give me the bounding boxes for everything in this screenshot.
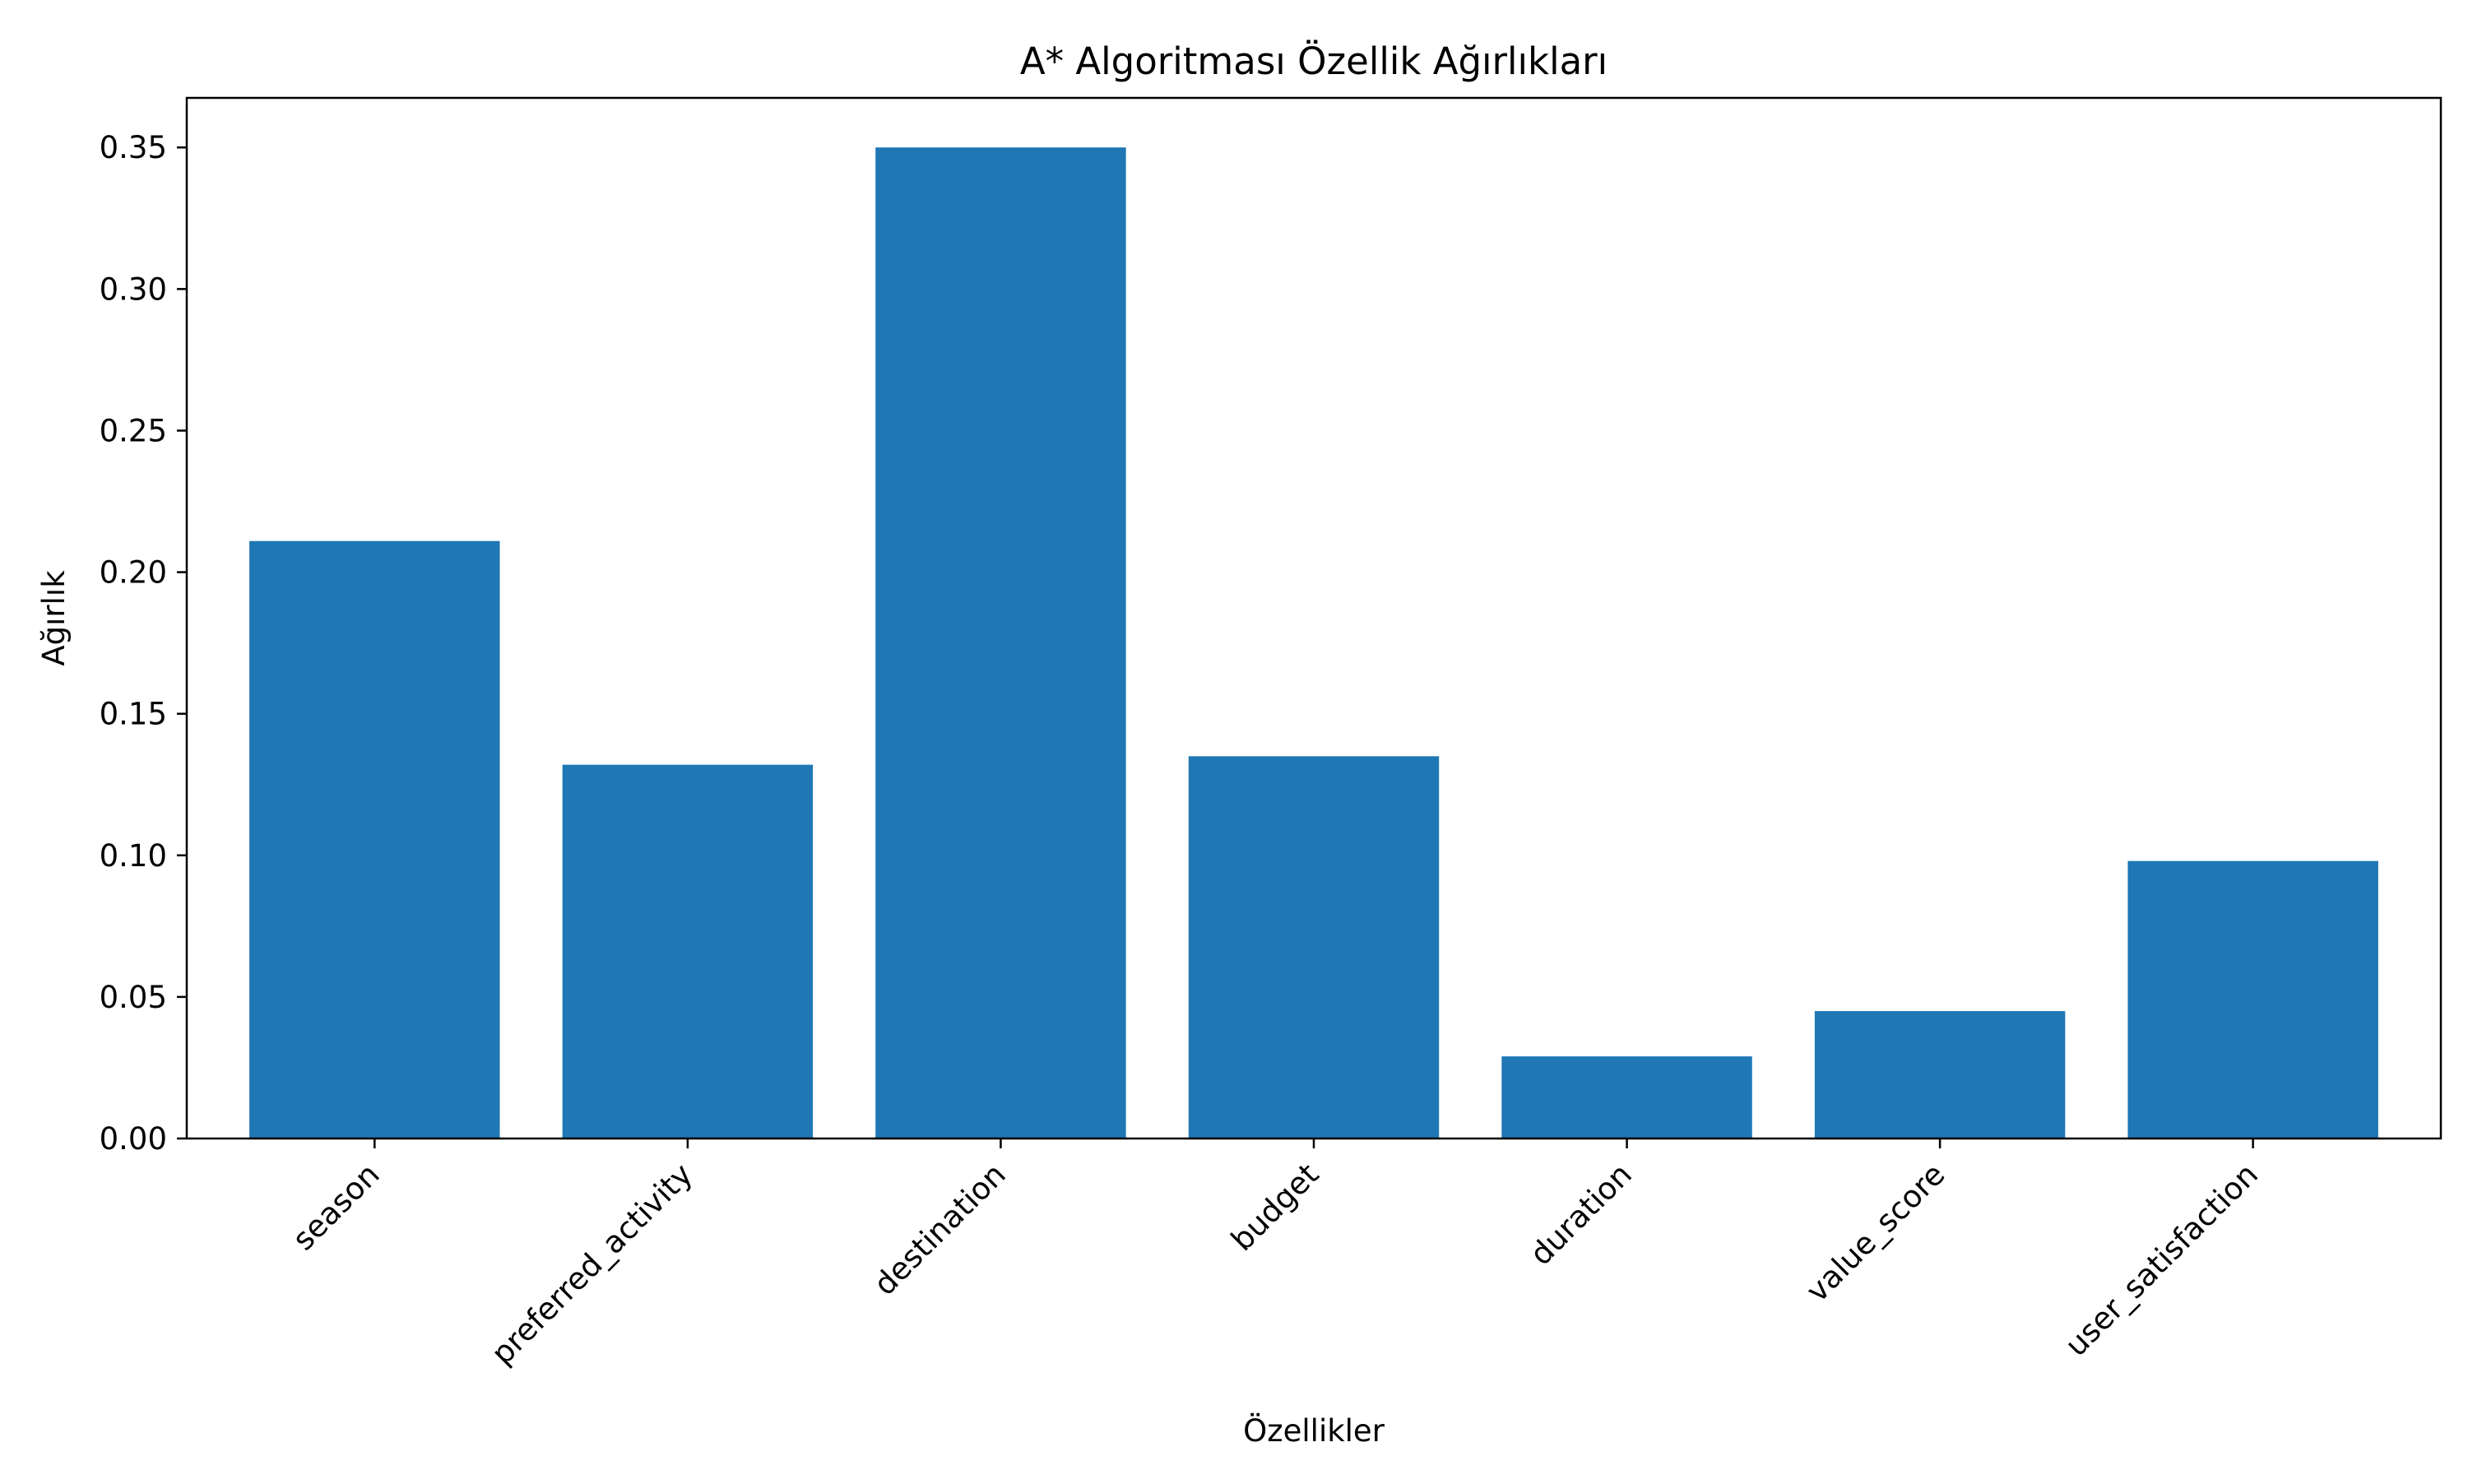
y-tick-label: 0.25 (100, 413, 167, 448)
y-tick-label: 0.35 (100, 130, 167, 165)
bar-user-satisfaction (2127, 860, 2378, 1139)
bar-season (249, 540, 500, 1139)
bar-value-score (1814, 1011, 2066, 1139)
plot-frame (185, 96, 2442, 1140)
y-tick-label: 0.10 (100, 838, 167, 874)
y-tick-label: 0.00 (100, 1121, 167, 1157)
y-tick-label: 0.30 (100, 271, 167, 307)
y-tick-label: 0.15 (100, 697, 167, 732)
bar-preferred-activity (562, 764, 814, 1139)
y-tick-label: 0.20 (100, 555, 167, 591)
y-axis-ticks: 0.00 0.05 0.10 0.15 0.20 0.25 0.30 0.35 (100, 130, 187, 1157)
bar-duration (1501, 1056, 1752, 1139)
y-tick-label: 0.05 (100, 980, 167, 1015)
bar-budget (1188, 756, 1440, 1139)
chart-title: A* Algoritması Özellik Ağırlıkları (1020, 39, 1607, 83)
y-axis-label: Ağırlık (36, 570, 72, 666)
x-axis-label: Özellikler (1243, 1413, 1385, 1449)
bar-destination (875, 147, 1126, 1139)
bars-layer (249, 147, 2378, 1139)
